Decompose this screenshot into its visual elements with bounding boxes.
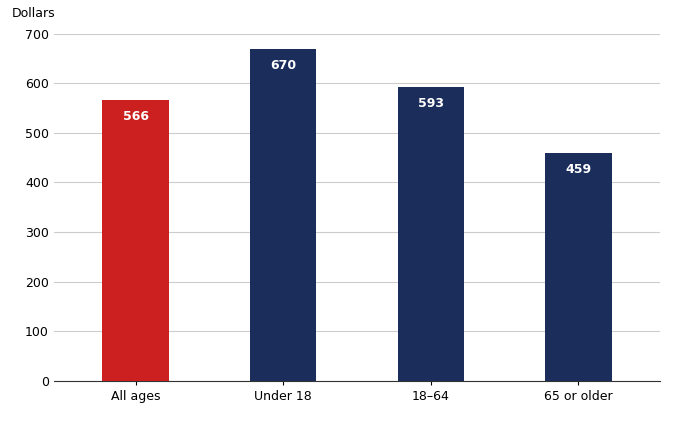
Text: Dollars: Dollars [12, 7, 56, 20]
Text: 459: 459 [565, 163, 592, 176]
Text: 593: 593 [418, 97, 444, 110]
Text: 566: 566 [122, 110, 149, 123]
Text: 670: 670 [270, 59, 296, 71]
Bar [545, 153, 611, 381]
Bar [103, 100, 169, 381]
Bar [398, 87, 464, 381]
Bar [250, 49, 316, 381]
